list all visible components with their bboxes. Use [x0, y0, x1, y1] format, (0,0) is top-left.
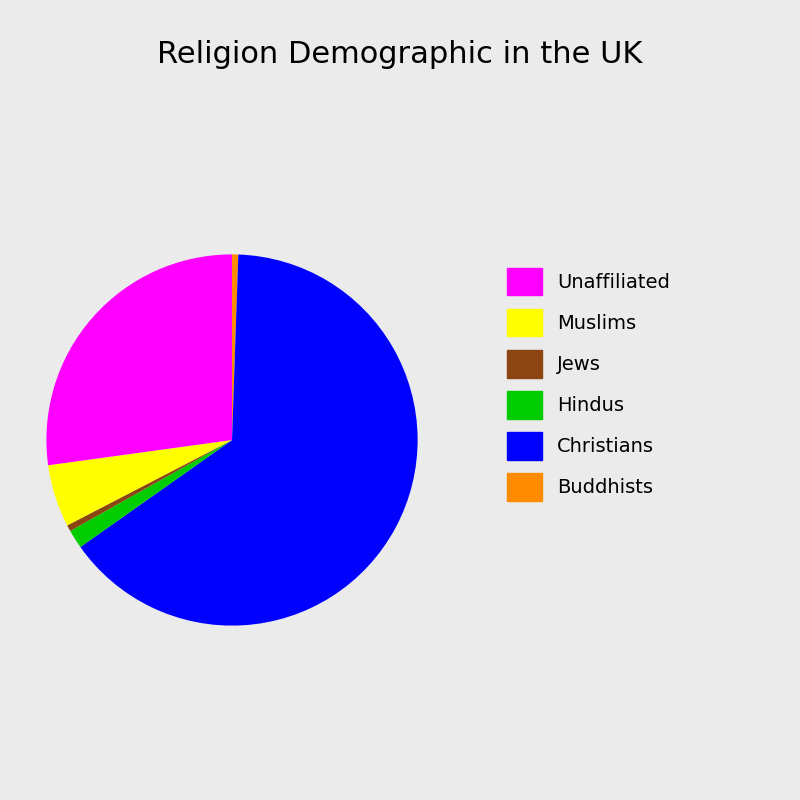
- Wedge shape: [70, 440, 232, 547]
- Wedge shape: [80, 254, 418, 626]
- Text: Religion Demographic in the UK: Religion Demographic in the UK: [158, 40, 642, 69]
- Wedge shape: [46, 254, 232, 466]
- Wedge shape: [232, 254, 238, 440]
- Wedge shape: [48, 440, 232, 526]
- Legend: Unaffiliated, Muslims, Jews, Hindus, Christians, Buddhists: Unaffiliated, Muslims, Jews, Hindus, Chr…: [497, 258, 680, 510]
- Wedge shape: [67, 440, 232, 531]
